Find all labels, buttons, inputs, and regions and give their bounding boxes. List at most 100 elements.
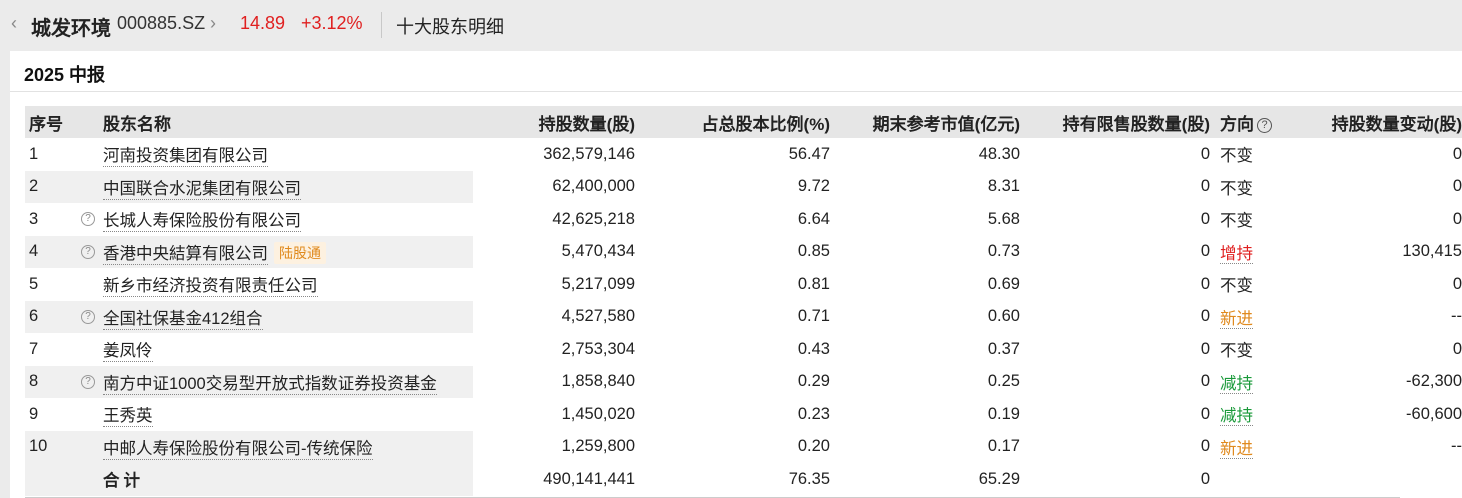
market-value: 5.68: [987, 209, 1020, 228]
direction-cell: 减持: [1210, 398, 1290, 431]
page-title: 十大股东明细: [396, 17, 504, 37]
hold-ratio: 6.64: [797, 209, 830, 228]
help-icon[interactable]: ?: [81, 212, 95, 227]
table-row: 4? 香港中央結算有限公司 陆股通 5,470,434 0.85 0.73 0 增持 130,4…: [25, 235, 1462, 268]
market-value: 48.30: [978, 144, 1020, 163]
limited-amount: 0: [1200, 339, 1210, 358]
direction-label[interactable]: 减持: [1220, 407, 1253, 427]
help-icon[interactable]: ?: [81, 244, 95, 259]
market-value: 0.73: [987, 242, 1020, 261]
market-value: 0.69: [987, 274, 1020, 293]
direction-label[interactable]: 新进: [1220, 309, 1253, 329]
row-help-cell: ?: [73, 365, 103, 398]
total-limited: 0: [1200, 469, 1210, 488]
table-row: 5 新乡市经济投资有限责任公司 5,217,099 0.81 0.69 0 不变 0: [25, 268, 1462, 301]
holder-name-link[interactable]: 王秀英: [103, 407, 153, 428]
divider: [10, 91, 1462, 92]
hold-ratio: 0.71: [797, 307, 830, 326]
hold-amount: 5,470,434: [561, 242, 635, 261]
hold-change: 0: [1452, 274, 1462, 293]
row-index: 4: [25, 235, 73, 268]
table-row: 8? 南方中证1000交易型开放式指数证券投资基金 1,858,840 0.29 0.2…: [25, 365, 1462, 398]
row-help-cell: [73, 333, 103, 366]
direction-label: 不变: [1220, 147, 1253, 166]
direction-cell: 不变: [1210, 203, 1290, 236]
row-help-cell: ?: [73, 235, 103, 268]
help-icon[interactable]: ?: [81, 309, 95, 324]
holder-name-cell: 香港中央結算有限公司 陆股通: [103, 235, 473, 268]
hold-ratio: 0.43: [797, 339, 830, 358]
total-spacer: [73, 463, 103, 496]
report-period[interactable]: 2025 中报: [24, 65, 106, 85]
col-header-spacer: [73, 106, 103, 138]
row-index: 6: [25, 300, 73, 333]
direction-label[interactable]: 新进: [1220, 439, 1253, 459]
table-header: 序号 股东名称 持股数量(股) 占总股本比例(%) 期末参考市值(亿元) 持有限…: [25, 106, 1462, 138]
market-value: 0.37: [987, 339, 1020, 358]
holder-name-link[interactable]: 中邮人寿保险股份有限公司-传统保险: [103, 439, 373, 460]
hold-change: 0: [1452, 144, 1462, 163]
row-help-cell: [73, 430, 103, 463]
holder-name-link[interactable]: 河南投资集团有限公司: [103, 147, 268, 168]
table-row: 7 姜凤伶 2,753,304 0.43 0.37 0 不变 0: [25, 333, 1462, 366]
chevron-left-icon[interactable]: ‹: [11, 13, 17, 33]
holder-name-link[interactable]: 中国联合水泥集团有限公司: [103, 179, 301, 200]
help-icon[interactable]: ?: [81, 374, 95, 389]
direction-cell: 不变: [1210, 268, 1290, 301]
hold-change: -62,300: [1406, 372, 1462, 391]
row-help-cell: [73, 138, 103, 171]
direction-label: 不变: [1220, 179, 1253, 198]
hold-amount: 42,625,218: [552, 209, 635, 228]
hold-ratio: 0.20: [797, 437, 830, 456]
holder-name-link[interactable]: 香港中央結算有限公司: [103, 244, 268, 265]
stock-change: +3.12%: [301, 13, 363, 33]
holder-name-link[interactable]: 南方中证1000交易型开放式指数证券投资基金: [103, 374, 437, 395]
row-help-cell: [73, 398, 103, 431]
col-header-mv[interactable]: 期末参考市值(亿元): [830, 106, 1020, 138]
total-mv: 65.29: [978, 469, 1020, 488]
col-header-ratio[interactable]: 占总股本比例(%): [635, 106, 830, 138]
holders-panel: 2025 中报 序号 股东名称 持股数量(股) 占总股本比例(%) 期末参考市值…: [10, 51, 1462, 498]
stock-name: 城发环境: [31, 18, 111, 40]
hold-amount: 1,858,840: [561, 372, 635, 391]
chevron-right-icon[interactable]: ›: [210, 13, 216, 33]
direction-cell: 新进: [1210, 301, 1290, 334]
total-spacer: [25, 463, 73, 496]
row-index: 5: [25, 268, 73, 301]
hold-ratio: 0.29: [797, 372, 830, 391]
holder-name-cell: 河南投资集团有限公司: [103, 138, 473, 171]
col-header-hold[interactable]: 持股数量(股): [473, 106, 635, 138]
holder-name-link[interactable]: 姜凤伶: [103, 342, 153, 363]
row-index: 7: [25, 333, 73, 366]
row-help-cell: [73, 170, 103, 203]
col-header-change[interactable]: 持股数量变动(股): [1290, 106, 1462, 138]
help-icon[interactable]: ?: [1257, 117, 1272, 133]
holder-name-link[interactable]: 全国社保基金412组合: [103, 309, 263, 330]
col-header-direction-label: 方向: [1220, 114, 1254, 134]
limited-amount: 0: [1200, 209, 1210, 228]
limited-amount: 0: [1200, 242, 1210, 261]
table-row: 1 河南投资集团有限公司 362,579,146 56.47 48.30 0 不变 0: [25, 138, 1462, 171]
limited-amount: 0: [1200, 404, 1210, 423]
direction-cell: 新进: [1210, 431, 1290, 464]
row-help-cell: ?: [73, 203, 103, 236]
total-label: 合计: [103, 463, 473, 496]
col-header-limited[interactable]: 持有限售股数量(股): [1020, 106, 1210, 138]
direction-cell: 不变: [1210, 171, 1290, 204]
hold-amount: 1,450,020: [561, 404, 635, 423]
holder-name-link[interactable]: 新乡市经济投资有限责任公司: [103, 277, 318, 298]
hold-change: -60,600: [1406, 404, 1462, 423]
direction-label[interactable]: 增持: [1220, 244, 1253, 264]
holder-name-cell: 南方中证1000交易型开放式指数证券投资基金: [103, 365, 473, 398]
total-row: 合计 490,141,441 76.35 65.29 0: [25, 463, 1462, 496]
stock-price: 14.89: [240, 13, 286, 33]
holder-name-link[interactable]: 长城人寿保险股份有限公司: [103, 212, 301, 233]
total-spacer: [1290, 463, 1462, 496]
row-index: 1: [25, 138, 73, 171]
total-spacer: [1210, 463, 1290, 496]
stock-code: 000885.SZ: [117, 13, 206, 33]
hold-change: 0: [1452, 339, 1462, 358]
holder-name-cell: 中邮人寿保险股份有限公司-传统保险: [103, 430, 473, 463]
hold-ratio: 0.81: [797, 274, 830, 293]
direction-label[interactable]: 减持: [1220, 374, 1253, 394]
